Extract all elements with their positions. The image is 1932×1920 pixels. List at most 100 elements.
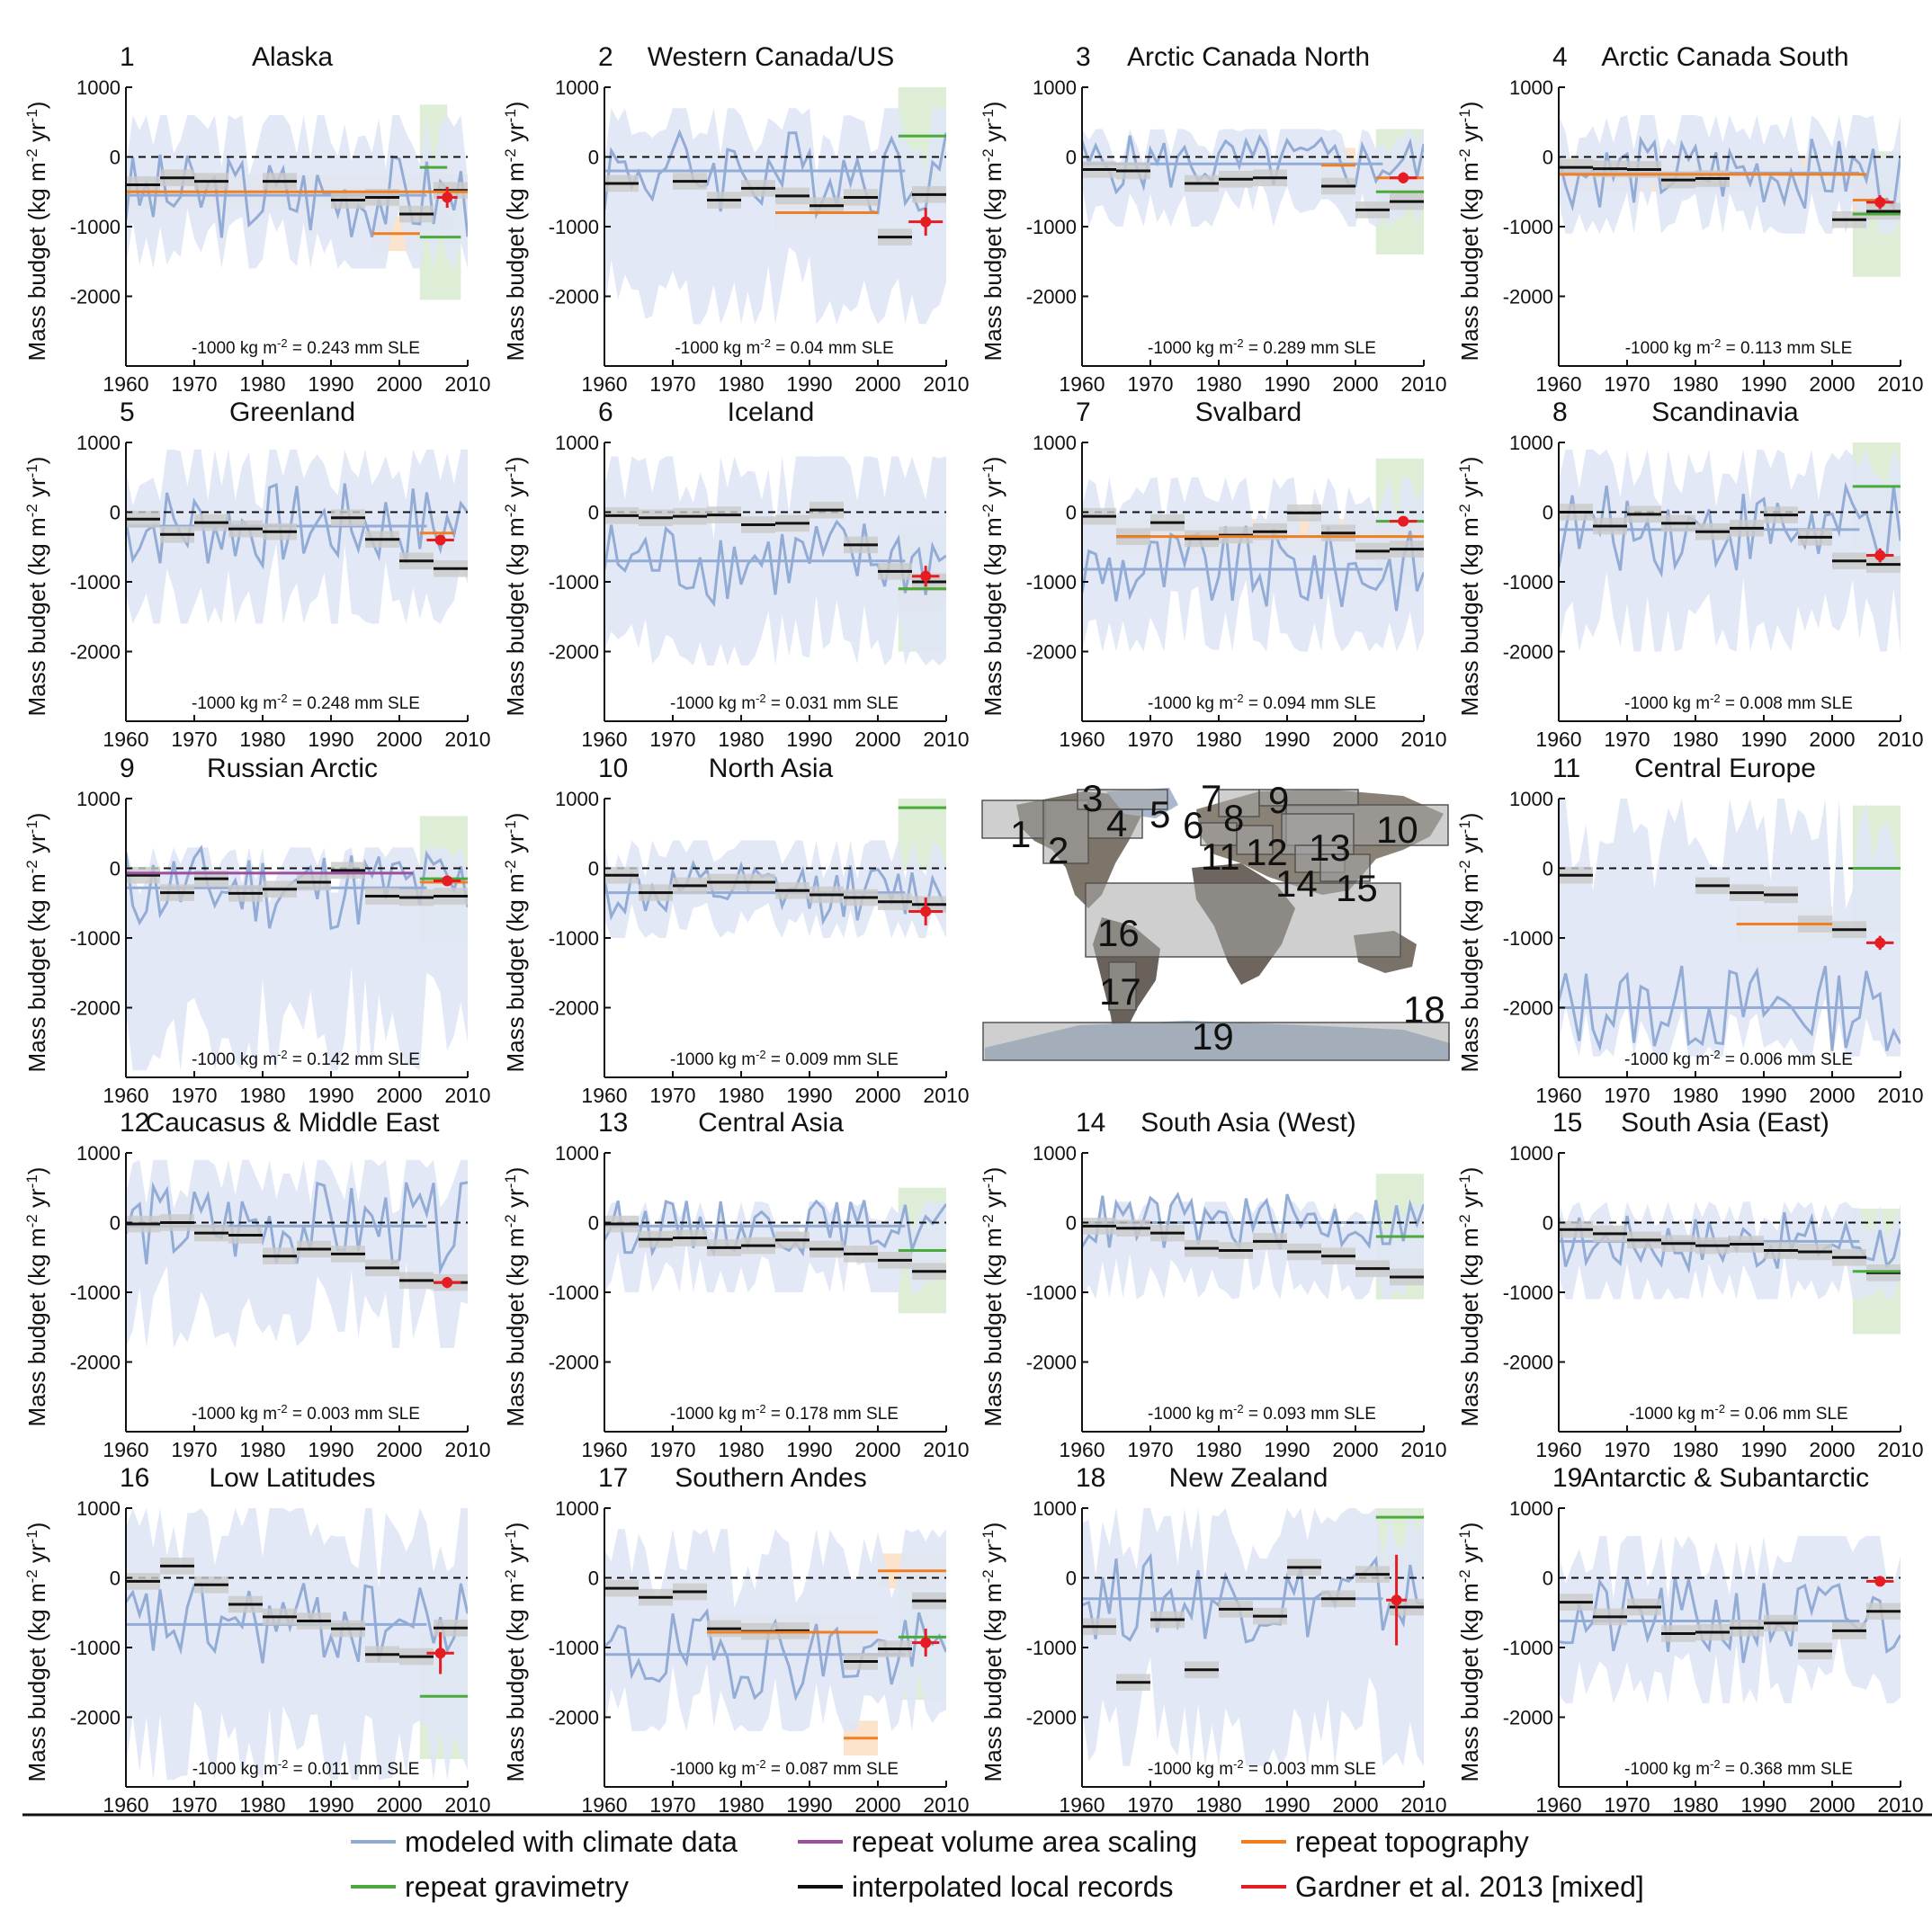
sle-note-part: = 0.094 mm SLE (1244, 694, 1376, 713)
sle-note: -1000 kg m-2 = 0.289 mm SLE (1148, 336, 1376, 359)
y-tick-label: -1000 (70, 1281, 121, 1304)
y-axis-label-part: yr (979, 122, 1006, 148)
sle-note-part: = 0.011 mm SLE (288, 1760, 419, 1779)
y-tick-label: -1000 (549, 216, 599, 238)
x-tick-label: 2010 (923, 728, 969, 751)
sle-note: -1000 kg m-2 = 0.368 mm SLE (1624, 1757, 1853, 1780)
y-axis-label-part: ) (502, 1523, 529, 1531)
sle-note-part: = 0.113 mm SLE (1721, 339, 1852, 358)
modeled-series (604, 519, 946, 608)
y-axis-label: Mass budget (kg m-2 yr-1) (23, 102, 51, 362)
gardner-point (434, 534, 446, 546)
x-tick-label: 2000 (376, 1793, 422, 1817)
sle-note-part: = 0.178 mm SLE (766, 1405, 899, 1424)
x-tick-label: 2010 (1877, 1793, 1923, 1817)
x-tick-label: 1980 (1195, 372, 1241, 396)
panel-number: 10 (598, 754, 628, 783)
x-tick-label: 1960 (1059, 728, 1105, 751)
sle-note-part: = 0.04 mm SLE (771, 339, 894, 358)
gardner-point (920, 906, 932, 917)
y-axis-label-superscript: -2 (502, 148, 519, 162)
plot-area (1559, 799, 1901, 1057)
y-tick-label: 1000 (555, 432, 599, 454)
y-axis-label: Mass budget (kg m-2 yr-1) (979, 102, 1007, 362)
sle-note-superscript: -2 (278, 1757, 289, 1771)
y-axis-label: Mass budget (kg m-2 yr-1) (502, 813, 530, 1073)
y-axis-label-part: yr (1456, 1543, 1483, 1569)
y-tick-label: -2000 (1026, 1352, 1077, 1374)
x-tick-label: 2000 (854, 728, 900, 751)
panel-1: 1000 0 -1000 -2000 1960 1970 1980 1990 2000 2010 M… (23, 42, 491, 396)
y-tick-label: -1000 (1026, 571, 1077, 594)
panel-number: 13 (598, 1108, 628, 1138)
y-axis-label-part: Mass budget (kg m (1456, 873, 1483, 1072)
sle-note: -1000 kg m-2 = 0.093 mm SLE (1148, 1402, 1376, 1424)
sle-note-superscript: -2 (1710, 1048, 1721, 1061)
x-tick-label: 1960 (1059, 372, 1105, 396)
sle-note-part: = 0.248 mm SLE (288, 694, 420, 713)
sle-note: -1000 kg m-2 = 0.06 mm SLE (1629, 1402, 1847, 1424)
y-axis-label-part: ) (23, 813, 50, 821)
y-axis-label-part: Mass budget (kg m (1456, 1583, 1483, 1782)
y-axis-label-superscript: -1 (1456, 1174, 1473, 1188)
y-axis-label-superscript: -1 (502, 1174, 519, 1188)
y-axis-label-part: Mass budget (kg m (979, 162, 1006, 361)
x-tick-label: 1960 (103, 1793, 148, 1817)
modeled-band (1082, 477, 1424, 652)
x-tick-label: 1990 (1740, 1438, 1786, 1461)
sle-note-part: -1000 kg m (1148, 339, 1233, 358)
legend-label: modeled with climate data (405, 1826, 738, 1858)
y-axis-label-superscript: -1 (502, 820, 519, 834)
y-tick-label: -2000 (1026, 641, 1077, 664)
x-tick-label: 2010 (444, 1793, 490, 1817)
y-tick-label: -2000 (1503, 1352, 1553, 1374)
map-label-18: 18 (1403, 988, 1445, 1031)
y-tick-label: -1000 (70, 216, 121, 238)
panel-13: 1000 0 -1000 -2000 1960 1970 1980 1990 2000 2010 M… (502, 1108, 970, 1461)
gardner-point (1391, 1594, 1402, 1606)
y-axis-label: Mass budget (kg m-2 yr-1) (1456, 1523, 1484, 1782)
y-tick-label: 1000 (76, 1497, 121, 1520)
y-tick-label: -2000 (549, 1352, 599, 1374)
y-tick-label: -1000 (549, 927, 599, 950)
y-tick-label: 1000 (76, 76, 121, 99)
sle-note: -1000 kg m-2 = 0.009 mm SLE (670, 1048, 899, 1070)
x-tick-label: 1960 (1059, 1438, 1105, 1461)
x-tick-label: 2000 (854, 1793, 900, 1817)
y-tick-label: 1000 (555, 1142, 599, 1165)
y-tick-label: -1000 (1503, 571, 1553, 594)
panel-title: Iceland (728, 397, 815, 427)
plot-area (604, 1529, 946, 1756)
y-tick-label: -1000 (70, 571, 121, 594)
panel-number: 8 (1552, 397, 1568, 427)
x-tick-label: 2010 (1877, 1084, 1923, 1107)
y-axis-label-superscript: -2 (979, 148, 997, 162)
sle-note-part: = 0.093 mm SLE (1244, 1405, 1376, 1424)
x-tick-label: 1970 (649, 728, 695, 751)
x-tick-label: 1990 (308, 1438, 353, 1461)
plot-area (1559, 115, 1901, 277)
x-tick-label: 1990 (786, 1793, 832, 1817)
y-axis-label-superscript: -1 (23, 820, 40, 834)
panel-12: 1000 0 -1000 -2000 1960 1970 1980 1990 2000 2010 M… (23, 1108, 491, 1461)
x-tick-label: 2000 (1809, 1793, 1855, 1817)
y-tick-label: 0 (110, 1212, 121, 1235)
y-axis-label-part: Mass budget (kg m (502, 162, 529, 361)
plot-area (1559, 442, 1901, 652)
x-tick-label: 1990 (308, 1084, 353, 1107)
panel-title: Scandinavia (1651, 397, 1799, 427)
map-label-19: 19 (1192, 1015, 1234, 1058)
y-axis-label-part: yr (979, 1543, 1006, 1569)
x-tick-label: 1980 (718, 1084, 764, 1107)
map-label-5: 5 (1149, 793, 1170, 835)
y-axis-label-part: Mass budget (kg m (979, 1228, 1006, 1426)
y-axis-label-part: ) (1456, 102, 1483, 110)
x-tick-label: 1960 (581, 1084, 627, 1107)
x-tick-label: 2000 (854, 372, 900, 396)
y-axis-label: Mass budget (kg m-2 yr-1) (502, 1167, 530, 1427)
map-label-12: 12 (1246, 831, 1288, 873)
y-tick-label: 0 (1066, 502, 1077, 524)
x-tick-label: 1970 (171, 1084, 217, 1107)
x-tick-label: 1980 (239, 728, 285, 751)
